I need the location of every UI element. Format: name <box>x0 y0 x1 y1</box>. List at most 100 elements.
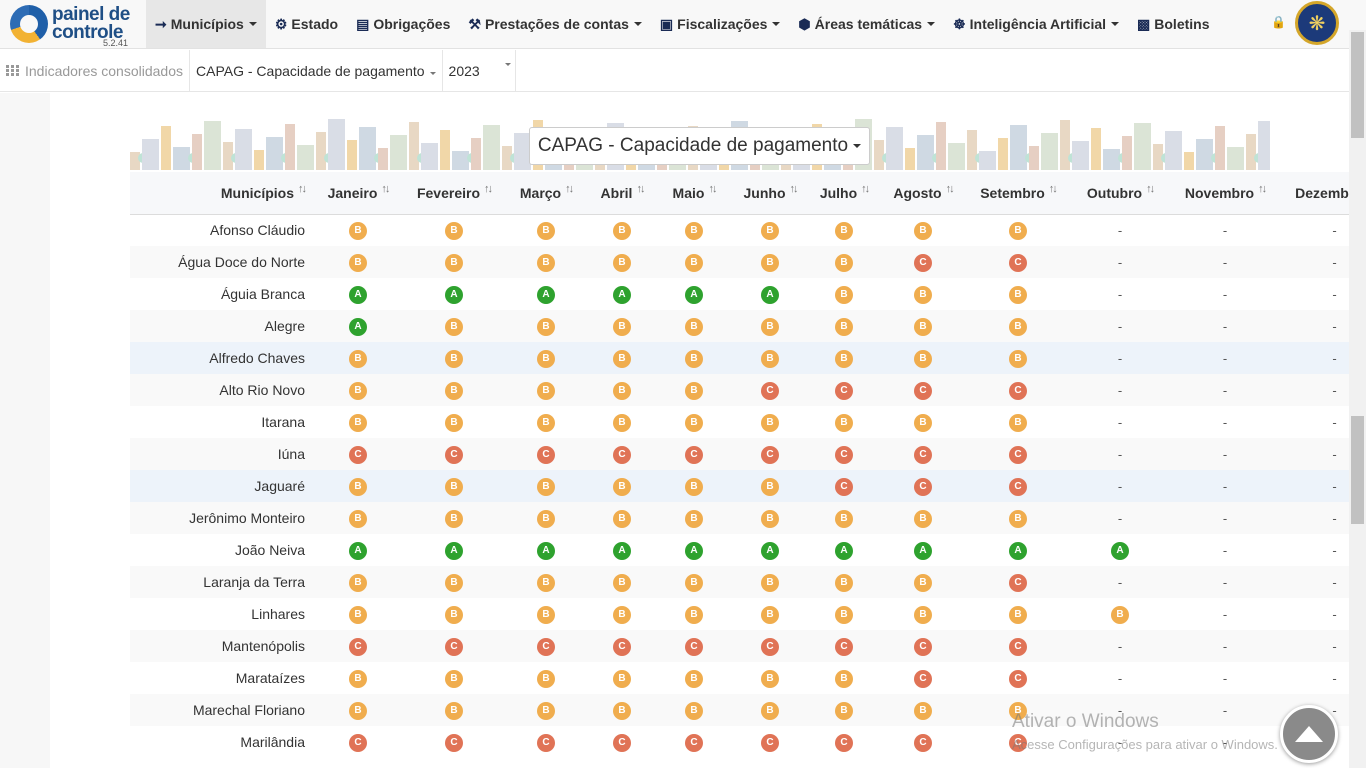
table-row[interactable]: Afonso Cláudio B B B B B B B B B - - - <box>130 214 1349 246</box>
table-cell: C <box>403 438 505 470</box>
table-row[interactable]: Jaguaré B B B B B B C C C - - - <box>130 470 1349 502</box>
nav-item-0[interactable]: ➞ Municípios <box>146 0 266 48</box>
column-header[interactable]: Outubro ↑↓ <box>1069 172 1171 215</box>
column-header[interactable]: Julho ↑↓ <box>809 172 879 215</box>
table-row[interactable]: Linhares B B B B B B B B B B - - <box>130 598 1349 630</box>
sort-icon[interactable]: ↑↓ <box>565 182 574 195</box>
nav-item-4[interactable]: ▣ Fiscalizações <box>651 0 790 48</box>
indicator-select[interactable]: CAPAG - Capacidade de pagamento <box>190 50 443 91</box>
municipality-name[interactable]: Itarana <box>261 414 305 430</box>
building-shape <box>998 138 1008 170</box>
municipality-name[interactable]: Mantenópolis <box>221 638 305 654</box>
grade-badge: B <box>685 702 703 720</box>
municipality-name[interactable]: Marataízes <box>235 670 305 686</box>
sort-icon[interactable]: ↑↓ <box>708 182 717 195</box>
municipality-name[interactable]: Linhares <box>251 606 305 622</box>
sort-icon[interactable]: ↑↓ <box>298 182 307 195</box>
grade-badge: B <box>349 510 367 528</box>
table-cell: - <box>1171 694 1279 726</box>
brand-logo[interactable]: painel de controle 5.2.41 <box>0 0 146 48</box>
sort-icon[interactable]: ↑↓ <box>636 182 645 195</box>
sort-icon[interactable]: ↑↓ <box>381 182 390 195</box>
column-header[interactable]: Setembro ↑↓ <box>967 172 1069 215</box>
municipality-name[interactable]: Afonso Cláudio <box>210 222 305 239</box>
sort-icon[interactable]: ↑↓ <box>1146 182 1155 195</box>
column-header[interactable]: Fevereiro ↑↓ <box>403 172 505 215</box>
table-row[interactable]: Mantenópolis C C C C C C C C C - - - <box>130 630 1349 662</box>
table-row[interactable]: Marechal Floriano B B B B B B B B B - - - <box>130 694 1349 726</box>
table-cell: B <box>879 342 967 374</box>
empty-value: - <box>1332 351 1337 366</box>
nav-item-2[interactable]: ▤ Obrigações <box>347 0 459 48</box>
table-cell: B <box>967 406 1069 438</box>
column-header[interactable]: Janeiro ↑↓ <box>313 172 403 215</box>
scrollbar-thumb[interactable] <box>1351 32 1364 138</box>
table-row[interactable]: Águia Branca A A A A A A B B B - - - <box>130 278 1349 310</box>
sort-icon[interactable]: ↑↓ <box>861 182 870 195</box>
indicator-title-dropdown[interactable]: CAPAG - Capacidade de pagamento <box>529 127 870 165</box>
vertical-scrollbar[interactable] <box>1349 30 1366 768</box>
table-row[interactable]: Laranja da Terra B B B B B B B B C - - - <box>130 566 1349 598</box>
municipality-name[interactable]: Alfredo Chaves <box>209 350 305 366</box>
sort-icon[interactable]: ↑↓ <box>945 182 955 195</box>
municipality-name[interactable]: Águia Branca <box>220 286 305 302</box>
grade-badge: B <box>835 286 853 304</box>
table-row[interactable]: Iúna C C C C C C C C C - - - <box>130 438 1349 470</box>
municipality-name[interactable]: Alegre <box>264 318 305 334</box>
column-header[interactable]: Abril ↑↓ <box>587 172 657 215</box>
municipality-name[interactable]: Iúna <box>277 446 305 462</box>
nav-item-3[interactable]: ⚒ Prestações de contas <box>459 0 651 48</box>
empty-value: - <box>1117 255 1123 270</box>
table-row[interactable]: Água Doce do Norte B B B B B B B C C - - - <box>130 246 1349 278</box>
scroll-to-top-button[interactable] <box>1280 705 1338 763</box>
table-row[interactable]: Alfredo Chaves B B B B B B B B B - - - <box>130 342 1349 374</box>
table-row[interactable]: Marataízes B B B B B B B C C - - - <box>130 662 1349 694</box>
table-cell: C <box>879 726 967 758</box>
city-skyline-banner <box>130 114 1270 170</box>
municipality-name[interactable]: João Neiva <box>234 542 305 558</box>
column-header[interactable]: Municípios ↑↓ <box>130 172 313 215</box>
table-row[interactable]: João Neiva A A A A A A A A A A - - <box>130 534 1349 566</box>
municipality-name[interactable]: Laranja da Terra <box>203 574 305 590</box>
municipality-name[interactable]: Jerônimo Monteiro <box>189 510 305 526</box>
grade-badge: B <box>613 606 631 624</box>
sort-icon[interactable]: ↑↓ <box>789 182 799 195</box>
nav-item-1[interactable]: ⚙ Estado <box>266 0 347 48</box>
column-header[interactable]: Maio ↑↓ <box>657 172 731 215</box>
table-cell: C <box>809 726 879 758</box>
column-header[interactable]: Dezembro↑↓ <box>1279 172 1349 215</box>
table-cell: B <box>505 662 587 694</box>
grade-badge: C <box>685 638 703 656</box>
column-header[interactable]: Junho ↑↓ <box>731 172 809 215</box>
table-row[interactable]: Alto Rio Novo B B B B B C C C C - - - <box>130 374 1349 406</box>
nav-item-5[interactable]: ⬢ Áreas temáticas <box>789 0 944 48</box>
table-cell: B <box>313 694 403 726</box>
consolidated-indicators-link[interactable]: Indicadores consolidados <box>0 50 190 91</box>
column-header[interactable]: Novembro ↑↓ <box>1171 172 1279 215</box>
table-row[interactable]: Jerônimo Monteiro B B B B B B B B B - - - <box>130 502 1349 534</box>
nav-item-7[interactable]: ▩ Boletins <box>1128 0 1218 48</box>
municipality-name[interactable]: Alto Rio Novo <box>219 382 305 398</box>
column-header[interactable]: Março ↑↓ <box>505 172 587 215</box>
table-row[interactable]: Alegre A B B B B B B B B - - - <box>130 310 1349 342</box>
grade-badge: B <box>685 254 703 272</box>
table-row[interactable]: Itarana B B B B B B B B B - - - <box>130 406 1349 438</box>
empty-value: - <box>1332 671 1337 686</box>
nav-item-6[interactable]: ☸ Inteligência Artificial <box>944 0 1128 48</box>
sort-icon[interactable]: ↑↓ <box>1048 182 1058 195</box>
year-select[interactable]: 2023 <box>443 50 516 91</box>
sort-icon[interactable]: ↑↓ <box>484 182 493 195</box>
grade-badge: B <box>914 414 932 432</box>
table-cell: C <box>879 662 967 694</box>
sort-icon[interactable]: ↑↓ <box>1258 182 1267 195</box>
lock-icon[interactable]: 🔒 <box>1271 15 1286 29</box>
empty-value: - <box>1222 415 1228 430</box>
scrollbar-thumb-secondary[interactable] <box>1351 416 1364 524</box>
grade-badge: A <box>349 318 367 336</box>
municipality-name[interactable]: Marechal Floriano <box>192 702 305 718</box>
municipality-name[interactable]: Água Doce do Norte <box>178 254 305 270</box>
grade-badge: B <box>613 318 631 336</box>
column-header[interactable]: Agosto ↑↓ <box>879 172 967 215</box>
municipality-name[interactable]: Marilândia <box>240 734 305 750</box>
municipality-name[interactable]: Jaguaré <box>254 478 305 494</box>
